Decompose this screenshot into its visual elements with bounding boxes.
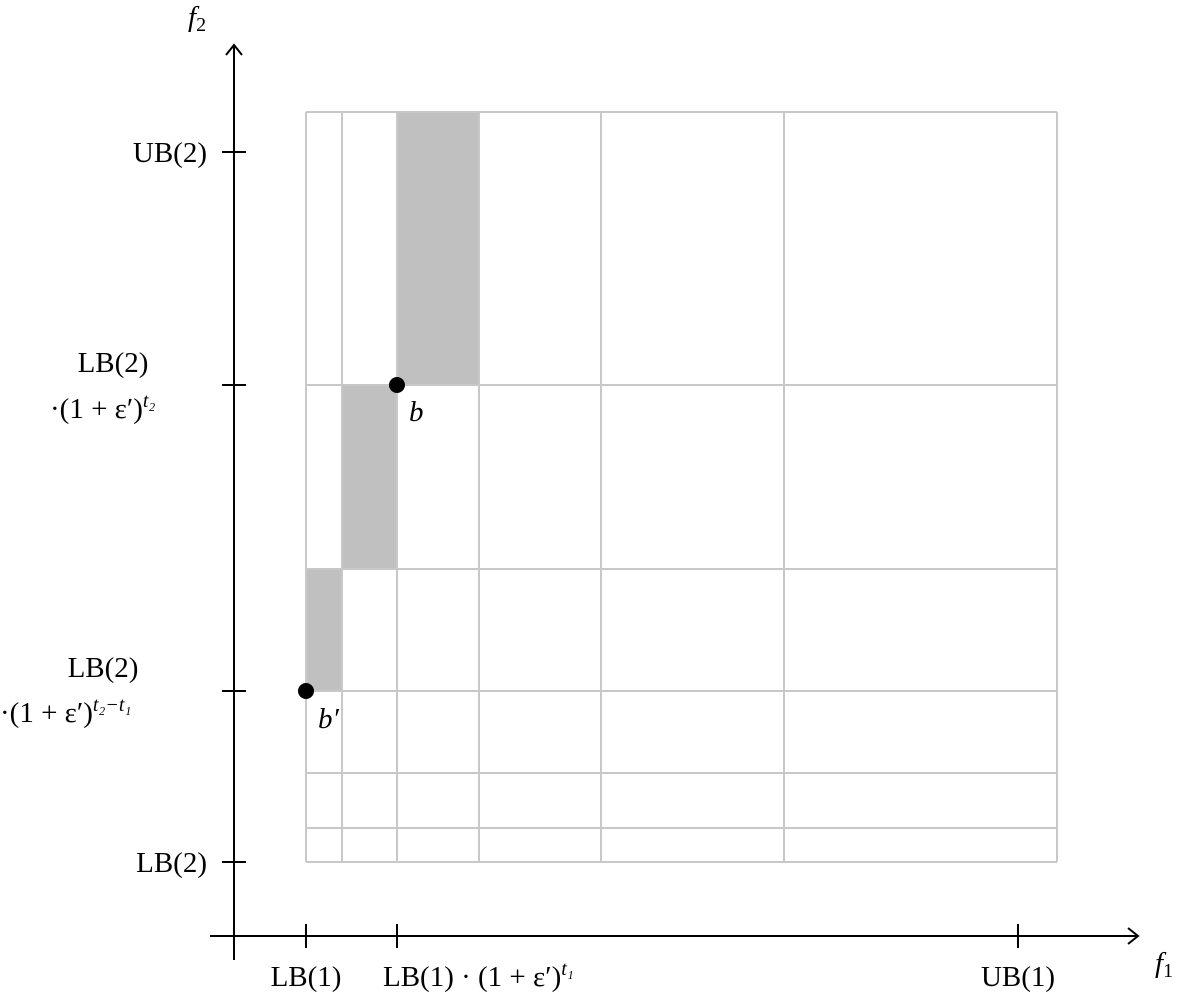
x-axis-label: f1	[1155, 947, 1173, 982]
point	[298, 683, 314, 699]
point	[389, 377, 405, 393]
x-tick-label: UB(1)	[981, 961, 1055, 993]
grid	[305, 111, 1058, 863]
cell	[342, 385, 397, 569]
x-tick-label: LB(1)	[271, 961, 342, 993]
y-tick-label: LB(2)	[136, 847, 207, 879]
point-label: b	[409, 396, 424, 428]
y-tick-label: UB(2)	[133, 137, 207, 169]
shaded-cells	[306, 112, 479, 691]
y-tick-label: ·(1 + ε′)t₂	[50, 390, 155, 425]
y-tick-label: LB(2)	[78, 347, 149, 379]
point-label: b′	[318, 703, 340, 735]
y-tick-label: ·(1 + ε′)t₂−t₁	[0, 694, 131, 729]
axes	[210, 43, 1140, 960]
y-axis-label: f2	[188, 1, 206, 36]
cell	[306, 569, 342, 691]
x-tick-label: LB(1) · (1 + ε′)t₁	[383, 958, 574, 993]
y-tick-label: LB(2)	[68, 652, 139, 684]
cell	[397, 112, 479, 385]
